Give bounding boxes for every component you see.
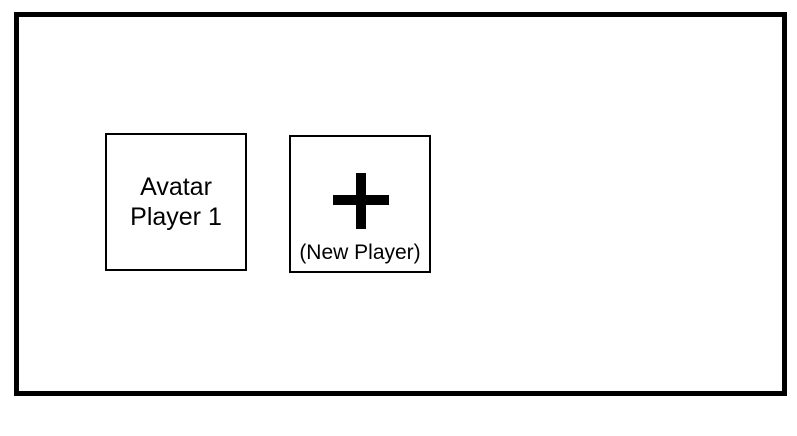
new-player-label: (New Player)	[299, 241, 421, 264]
player-select-frame: Avatar Player 1 (New Player)	[14, 12, 787, 396]
player-1-avatar-label: Avatar Player 1	[130, 173, 222, 231]
player-1-avatar-tile[interactable]: Avatar Player 1	[105, 133, 247, 271]
plus-icon-vertical-bar	[356, 173, 366, 229]
new-player-button[interactable]: (New Player)	[289, 135, 431, 273]
plus-icon	[333, 173, 389, 229]
